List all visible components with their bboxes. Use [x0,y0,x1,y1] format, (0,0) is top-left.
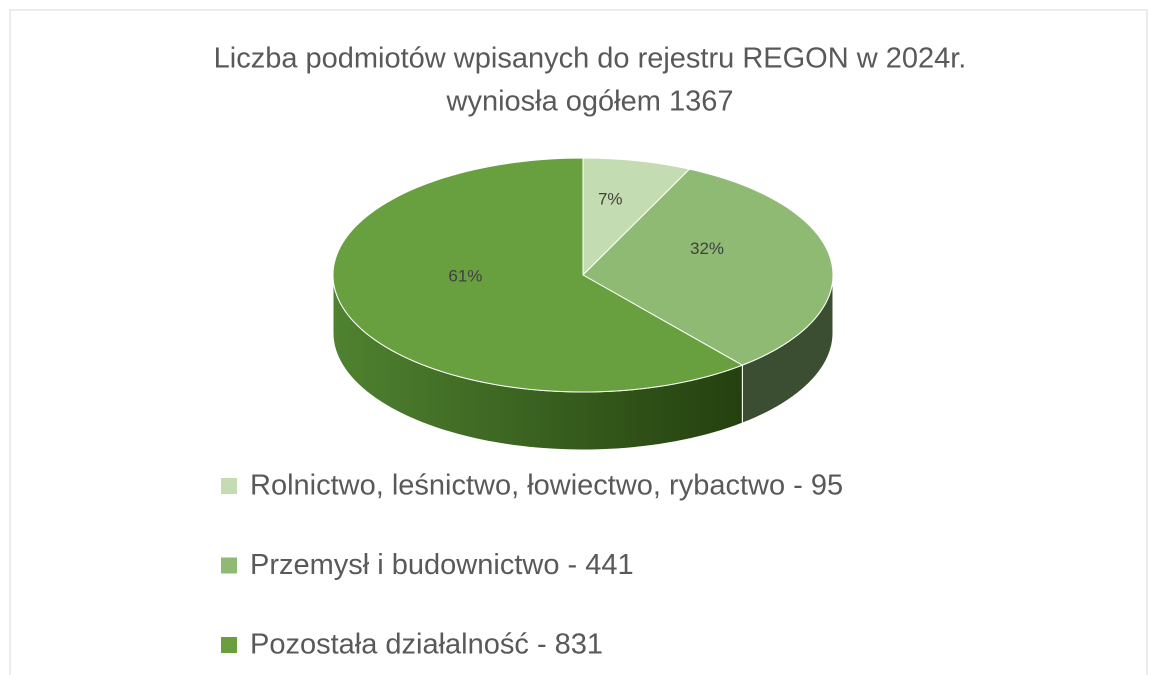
legend-label: Rolnictwo, leśnictwo, łowiectwo, rybactw… [250,470,843,502]
legend-swatch [221,637,237,653]
slice [582,168,834,366]
legend-label: Pozostała działalność - 831 [250,629,603,661]
data-label: 7% [598,189,623,208]
legend-swatch [221,478,237,494]
slice [332,157,744,393]
legend-label: Przemysł i budownictwo - 441 [250,549,634,581]
chart-title: wyniosła ogółem 1367 [446,86,734,118]
slice [582,157,691,277]
data-label: 32% [690,239,724,258]
legend-swatch [221,557,237,574]
chart-frame [9,9,1148,675]
data-label: 61% [448,266,482,285]
chart-title: Liczba podmiotów wpisanych do rejestru R… [214,43,967,75]
